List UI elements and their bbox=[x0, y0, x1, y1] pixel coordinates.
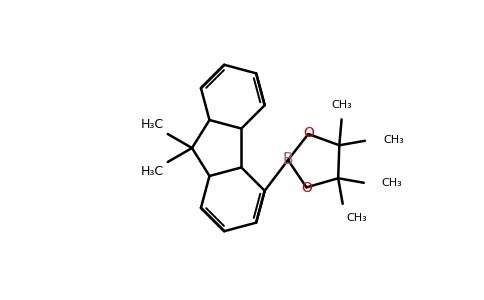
Text: CH₃: CH₃ bbox=[331, 100, 352, 110]
Text: H₃C: H₃C bbox=[141, 165, 164, 178]
Text: B: B bbox=[283, 152, 293, 167]
Text: CH₃: CH₃ bbox=[382, 178, 403, 188]
Text: CH₃: CH₃ bbox=[347, 213, 367, 223]
Text: H₃C: H₃C bbox=[141, 118, 164, 131]
Text: O: O bbox=[303, 126, 314, 140]
Text: O: O bbox=[301, 182, 312, 195]
Text: CH₃: CH₃ bbox=[383, 135, 404, 145]
